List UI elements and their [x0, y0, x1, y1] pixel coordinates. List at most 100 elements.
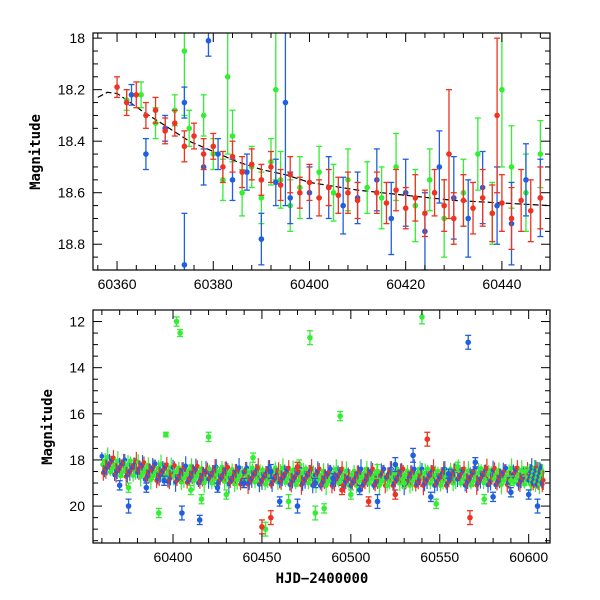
top-data-point — [325, 184, 332, 191]
top-data-point — [393, 187, 399, 193]
bottom-data-point — [205, 434, 212, 440]
top-data-point — [465, 215, 472, 222]
bottom-band-point — [171, 473, 177, 479]
bottom-data-point — [522, 468, 528, 475]
top-data-point — [340, 202, 346, 209]
top-data-point — [258, 177, 265, 183]
bottom-band-point — [99, 453, 105, 459]
bottom-data-point — [424, 436, 431, 442]
top-data-point — [287, 171, 294, 178]
bottom-band-point — [181, 475, 187, 481]
bottom-band-point — [262, 482, 268, 487]
bottom-band-point — [211, 476, 217, 482]
bottom-band-point — [293, 482, 299, 488]
bottom-band-point — [407, 483, 413, 488]
bottom-data-point — [445, 470, 452, 477]
bottom-y-tick-label: 12 — [69, 314, 85, 330]
top-data-point — [374, 189, 380, 196]
bottom-band-point — [209, 480, 215, 486]
bottom-data-point — [508, 489, 514, 496]
bottom-band-point — [173, 469, 179, 475]
top-y-tick-label: 18.8 — [58, 236, 85, 252]
bottom-band-point — [435, 468, 441, 474]
bottom-band-point — [387, 479, 393, 484]
bottom-frame — [92, 309, 551, 544]
bottom-band-point — [244, 465, 250, 471]
top-y-tick-label: 18.2 — [58, 82, 85, 98]
bottom-band-point — [400, 466, 406, 472]
bottom-band-point — [503, 465, 509, 471]
bottom-data-point — [250, 454, 256, 461]
top-data-point — [426, 177, 433, 183]
bottom-data-point — [428, 494, 434, 500]
bottom-data-point — [214, 484, 221, 491]
top-data-point — [143, 151, 149, 157]
bottom-data-point — [125, 503, 132, 509]
bottom-band-point — [141, 460, 147, 465]
top-data-point — [181, 99, 188, 106]
top-data-point — [383, 200, 390, 206]
bottom-band-point — [432, 472, 438, 478]
bottom-data-point — [276, 498, 283, 505]
bottom-band-point — [184, 471, 189, 477]
bottom-data-point — [356, 487, 363, 493]
bottom-data-point — [321, 505, 327, 512]
bottom-band-point — [481, 480, 487, 486]
bottom-band-point — [316, 466, 322, 472]
bottom-data-point — [294, 464, 301, 470]
bottom-band-point — [484, 466, 490, 471]
bottom-band-point — [232, 481, 238, 487]
bottom-data-point — [481, 496, 488, 502]
bottom-band-point — [461, 466, 467, 472]
top-data-point — [330, 189, 337, 196]
top-data-point — [229, 177, 236, 183]
bottom-band-point — [501, 478, 507, 483]
top-data-point — [436, 164, 443, 170]
bottom-band-point — [125, 462, 131, 467]
top-data-point — [508, 215, 515, 222]
bottom-band-point — [128, 458, 133, 464]
bottom-band-point — [252, 479, 258, 485]
top-data-point — [210, 143, 217, 150]
bottom-data-point — [179, 510, 185, 516]
top-data-point — [181, 48, 188, 54]
top-data-point — [441, 202, 447, 209]
top-data-point — [287, 195, 294, 201]
bottom-band-point — [540, 469, 545, 475]
bottom-band-point — [356, 479, 362, 484]
top-model-curve — [97, 91, 550, 207]
top-data-point — [143, 112, 149, 119]
bottom-band-point — [486, 472, 492, 477]
bottom-band-point — [227, 471, 233, 476]
top-data-point — [431, 189, 438, 196]
bottom-band-point — [540, 477, 546, 483]
bottom-band-point — [440, 479, 446, 484]
bottom-data-point — [467, 514, 473, 521]
top-y-tick-label: 18.4 — [58, 133, 85, 149]
bottom-band-point — [280, 465, 286, 471]
top-data-point — [239, 169, 245, 175]
top-data-point — [388, 215, 395, 222]
bottom-band-point — [224, 475, 230, 480]
bottom-band-point — [379, 479, 385, 484]
bottom-band-point — [381, 466, 387, 472]
bottom-band-point — [419, 466, 425, 472]
bottom-data-point — [155, 510, 162, 516]
bottom-band-point — [509, 465, 514, 471]
top-data-point — [181, 262, 188, 268]
bottom-x-tick-label: 60600 — [509, 549, 548, 565]
top-data-point — [200, 112, 207, 119]
top-data-point — [220, 164, 226, 170]
bottom-data-point — [143, 484, 150, 491]
top-data-point — [239, 189, 245, 196]
bottom-data-point — [198, 496, 205, 502]
top-data-point — [306, 179, 313, 186]
bottom-band-point — [338, 476, 344, 482]
bottom-band-point — [225, 464, 231, 470]
bottom-band-point — [214, 472, 220, 478]
bottom-band-point — [389, 474, 395, 480]
bottom-band-point — [120, 469, 126, 475]
bottom-ylabel: Magnitude — [40, 389, 56, 465]
bottom-data-point — [163, 431, 169, 438]
